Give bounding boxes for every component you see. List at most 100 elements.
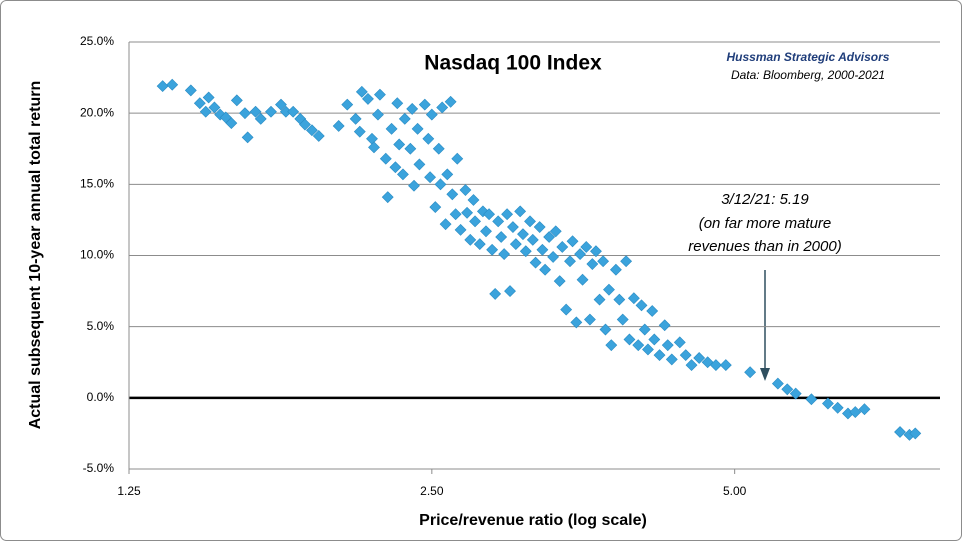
data-point — [590, 245, 602, 258]
data-point — [533, 221, 546, 233]
data-point — [789, 387, 802, 400]
data-point — [605, 339, 618, 352]
data-point — [685, 359, 698, 372]
data-point — [536, 243, 549, 256]
data-point — [446, 188, 459, 201]
data-point — [379, 152, 392, 165]
data-point — [451, 152, 464, 165]
data-point — [199, 105, 212, 118]
data-point — [241, 131, 254, 144]
data-point — [492, 215, 505, 228]
annotation: revenues than in 2000) — [688, 238, 841, 255]
data-point — [418, 98, 431, 111]
data-point — [526, 233, 539, 246]
data-point — [372, 108, 384, 121]
data-point — [381, 191, 394, 204]
data-point — [202, 91, 215, 104]
y-axis-label: Actual subsequent 10-year annual total r… — [27, 81, 44, 430]
data-point — [543, 231, 556, 243]
data-point — [473, 238, 486, 251]
data-point — [658, 319, 671, 332]
data-point — [408, 179, 420, 192]
data-point — [459, 184, 472, 196]
y-tick-label: 25.0% — [80, 34, 114, 48]
data-point — [553, 275, 566, 288]
data-point — [208, 101, 221, 114]
data-point — [501, 208, 514, 221]
data-point — [613, 293, 626, 306]
y-tick-label: 10.0% — [80, 248, 114, 262]
data-point — [514, 205, 527, 218]
data-point — [771, 377, 784, 390]
y-tick-label: -5.0% — [83, 461, 115, 475]
data-point — [411, 122, 424, 135]
data-point — [574, 248, 587, 261]
source-line: Data: Bloomberg, 2000-2021 — [731, 68, 885, 82]
data-point — [560, 303, 573, 316]
data-point — [909, 427, 922, 440]
data-point — [709, 359, 722, 372]
data-point — [616, 313, 629, 326]
data-point — [422, 132, 435, 145]
annotation: (on far more mature — [699, 215, 832, 232]
data-point — [476, 205, 489, 218]
data-point — [486, 243, 499, 256]
data-point — [564, 255, 576, 268]
data-point — [858, 403, 871, 416]
data-point — [822, 397, 834, 410]
data-point — [679, 349, 692, 362]
data-point — [436, 101, 449, 114]
data-point — [193, 97, 206, 110]
data-point — [597, 255, 610, 268]
data-point — [831, 401, 844, 414]
data-point — [467, 194, 480, 206]
data-point — [566, 235, 579, 248]
data-point — [306, 124, 318, 137]
data-point — [439, 218, 452, 231]
y-tick-label: 15.0% — [80, 177, 114, 191]
data-point — [603, 283, 615, 296]
data-point — [389, 161, 402, 174]
y-tick-label: 0.0% — [87, 390, 115, 404]
data-point — [353, 125, 366, 138]
data-point — [332, 120, 345, 132]
data-point — [299, 118, 311, 131]
data-point — [583, 313, 596, 326]
data-point — [464, 233, 477, 246]
data-point — [425, 108, 438, 121]
data-point — [665, 353, 678, 366]
chart-title: Nasdaq 100 Index — [424, 52, 602, 75]
data-point — [461, 206, 473, 219]
data-point — [265, 105, 277, 118]
data-point — [517, 228, 529, 241]
data-point — [894, 426, 906, 438]
data-point — [524, 215, 536, 228]
data-point — [449, 208, 462, 221]
data-point — [642, 343, 654, 356]
data-point — [539, 263, 552, 276]
data-point — [570, 316, 583, 329]
data-point — [391, 97, 404, 110]
data-point — [638, 323, 651, 336]
data-point — [632, 339, 645, 352]
data-point — [781, 383, 794, 396]
data-point — [693, 352, 706, 364]
data-point — [580, 241, 593, 253]
data-point — [529, 256, 542, 269]
data-point — [701, 356, 714, 369]
data-point — [549, 225, 562, 238]
data-point — [556, 241, 569, 253]
x-tick-label: 1.25 — [117, 484, 141, 498]
data-point — [254, 112, 267, 125]
data-point — [805, 393, 818, 406]
data-point — [349, 112, 362, 125]
data-point — [156, 80, 169, 93]
data-point — [406, 102, 419, 115]
data-point — [404, 142, 417, 155]
source-line: Hussman Strategic Advisors — [727, 50, 890, 64]
data-point — [385, 122, 398, 135]
data-point — [184, 84, 197, 97]
annotation: 3/12/21: 5.19 — [721, 191, 809, 208]
